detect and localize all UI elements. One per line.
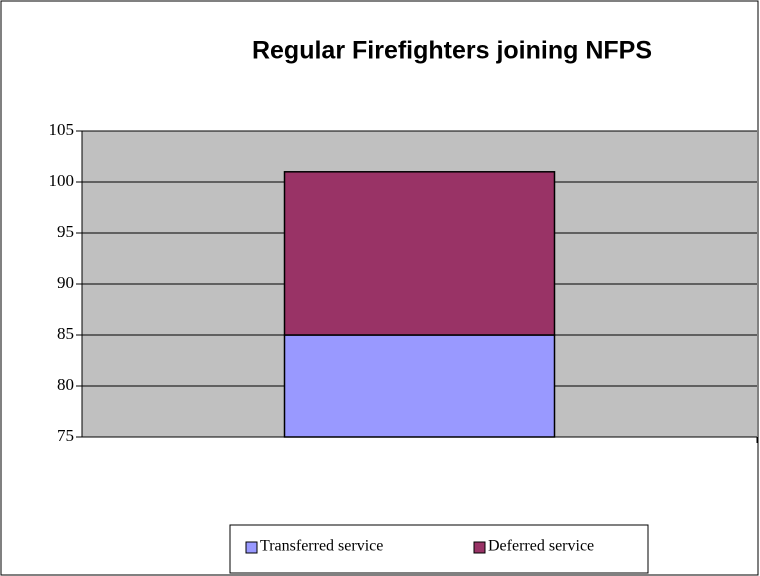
legend-label: Transferred service [260, 538, 383, 555]
chart-title: Regular Firefighters joining NFPS [252, 37, 652, 65]
bar-segment [283, 334, 556, 438]
legend-label: Deferred service [488, 538, 594, 555]
y-tick-label: 80 [57, 375, 74, 394]
legend [229, 524, 649, 574]
legend-swatch [473, 541, 486, 554]
bar-segment [283, 171, 556, 336]
y-tick-label: 105 [49, 120, 75, 139]
y-tick-label: 75 [57, 426, 74, 445]
y-tick-label: 85 [57, 324, 74, 343]
y-tick-label: 95 [57, 222, 74, 241]
legend-swatch [245, 541, 258, 554]
y-tick-label: 100 [49, 171, 75, 190]
y-tick-label: 90 [57, 273, 74, 292]
